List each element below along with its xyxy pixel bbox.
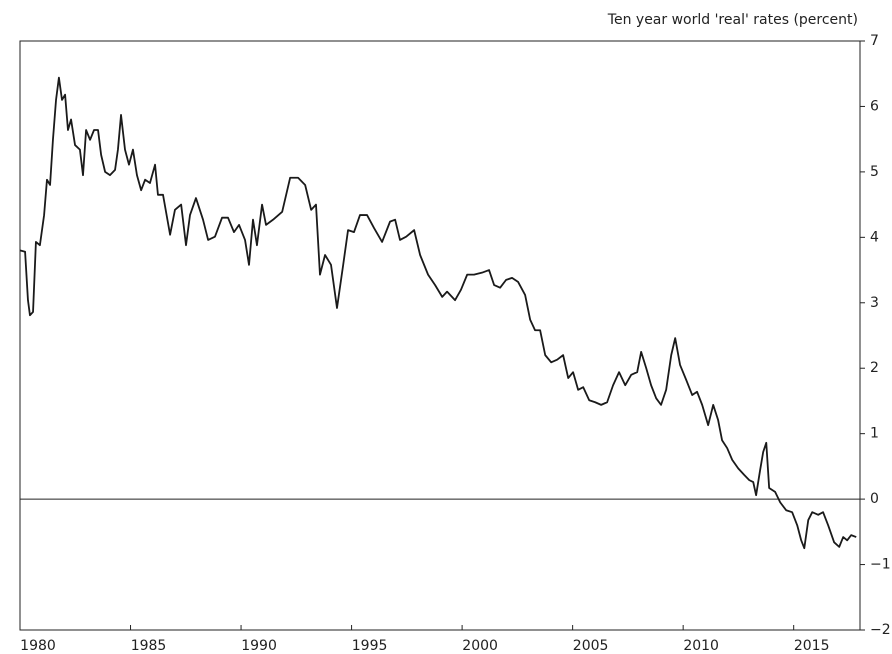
y-tick-label: 1 (870, 426, 879, 442)
y-tick-label: −2 (870, 622, 891, 638)
x-tick-label: 2000 (462, 638, 498, 654)
y-tick-label: 3 (870, 295, 879, 311)
x-tick-label: 1985 (131, 638, 167, 654)
plot-frame (19, 40, 861, 631)
x-tick-label: 1990 (241, 638, 277, 654)
y-tick-label: 7 (870, 33, 879, 49)
y-tick-label: 2 (870, 360, 879, 376)
x-tick-label: 1995 (352, 638, 388, 654)
y-tick-label: 6 (870, 98, 879, 114)
y-tick-label: −1 (870, 557, 891, 573)
x-tick-label: 2010 (683, 638, 719, 654)
x-tick-label: 1980 (20, 638, 56, 654)
chart-title: Ten year world 'real' rates (percent) (607, 12, 858, 28)
y-tick-label: 5 (870, 164, 879, 180)
y-tick-label: 0 (870, 491, 879, 507)
line-series (19, 76, 857, 550)
x-tick-label: 2005 (573, 638, 609, 654)
y-tick-label: 4 (870, 229, 879, 245)
x-tick-label: 2015 (794, 638, 830, 654)
